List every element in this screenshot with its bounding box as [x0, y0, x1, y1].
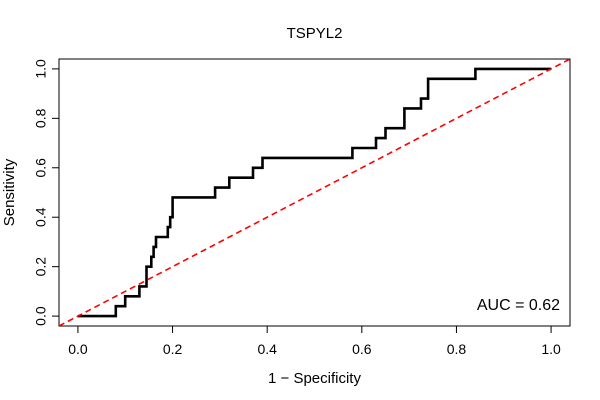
y-tick-label: 0.8	[33, 108, 49, 128]
y-tick-label: 1.0	[33, 59, 49, 79]
y-tick-label: 0.4	[33, 207, 49, 227]
x-axis-label: 1 − Specificity	[268, 370, 361, 387]
y-tick-label: 0.0	[33, 306, 49, 326]
chart-title: TSPYL2	[287, 25, 343, 42]
y-tick-label: 0.2	[33, 257, 49, 277]
y-tick-label: 0.6	[33, 158, 49, 178]
roc-curve-line	[77, 67, 552, 318]
x-tick-label: 0.6	[352, 341, 372, 357]
x-tick-label: 0.2	[163, 341, 183, 357]
x-tick-label: 0.4	[257, 341, 277, 357]
y-axis: 0.0 0.2 0.4 0.6 0.8 1.0	[33, 59, 60, 326]
y-axis-label: Sensitivity	[1, 158, 18, 226]
x-tick-label: 0.0	[68, 341, 88, 357]
reference-diagonal-line	[59, 59, 570, 326]
x-tick-label: 0.8	[447, 341, 467, 357]
series-layer	[59, 59, 570, 326]
x-axis: 0.0 0.2 0.4 0.6 0.8 1.0	[68, 325, 561, 357]
auc-annotation: AUC = 0.62	[477, 297, 560, 314]
x-tick-label: 1.0	[541, 341, 561, 357]
